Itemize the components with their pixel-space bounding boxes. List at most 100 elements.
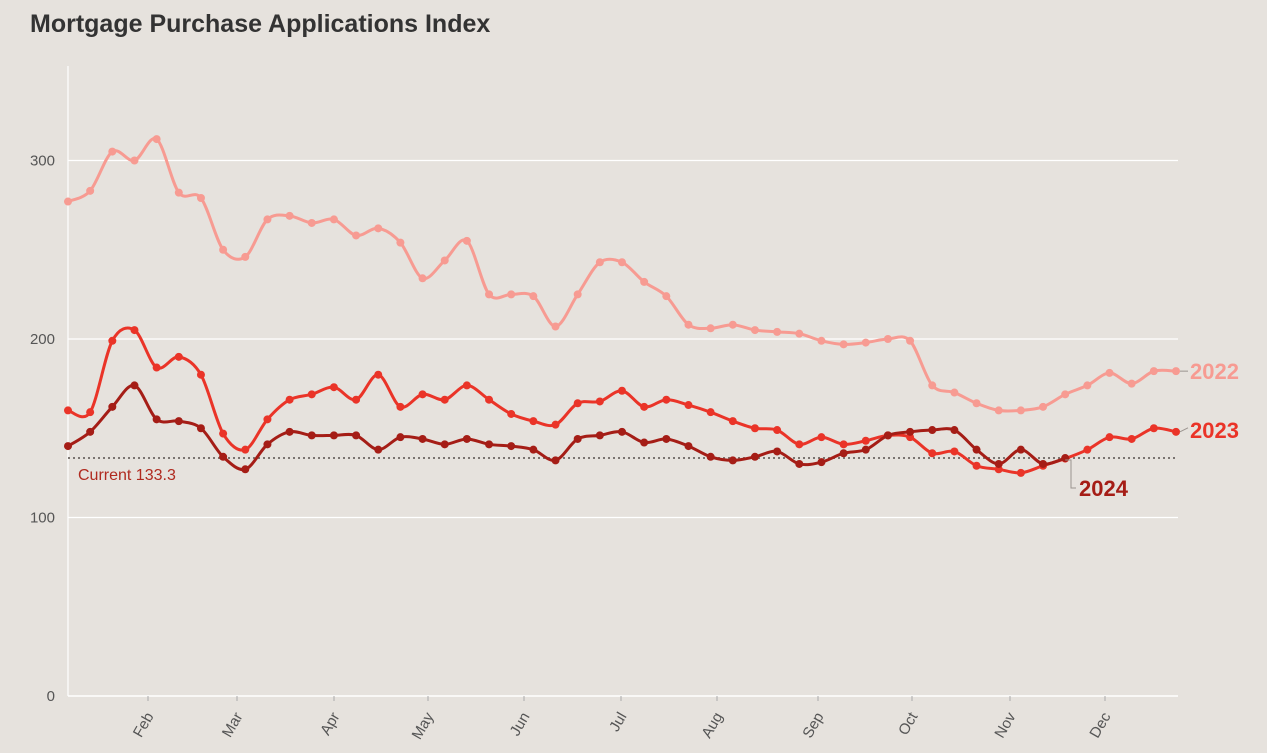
data-point [1083,445,1092,454]
data-point [906,336,915,345]
data-point [130,326,139,335]
data-point [573,434,582,443]
data-point [1061,454,1070,463]
data-point [307,390,316,399]
data-point [529,417,538,426]
data-point [595,397,604,406]
data-point [906,427,915,436]
x-tick-label: May [409,709,438,742]
data-point [950,388,959,397]
data-point [1061,390,1070,399]
data-point [595,258,604,267]
data-point [241,465,250,474]
data-point [241,445,250,454]
data-point [839,449,848,458]
x-tick-label: Apr [317,709,343,738]
data-point [462,434,471,443]
data-point [219,245,228,254]
data-point [219,429,228,438]
series-line-2024 [67,383,1066,472]
data-point [773,447,782,456]
data-point [485,290,494,299]
data-point [551,322,560,331]
data-point [640,277,649,286]
data-point [64,442,72,451]
series-2022 [64,135,1180,415]
data-point [795,459,804,468]
data-point [396,402,405,411]
data-point [507,409,516,418]
data-point [462,236,471,245]
x-tick-label: Sep [799,710,827,742]
data-point [662,434,671,443]
data-point [241,252,250,261]
data-point [174,352,183,361]
data-point [928,381,937,390]
data-point [861,445,870,454]
data-point [263,215,272,224]
data-point [595,431,604,440]
data-point [1105,368,1114,377]
data-point [374,224,383,233]
data-point [618,386,626,395]
data-point [839,440,848,449]
chart-title: Mortgage Purchase Applications Index [30,10,490,38]
data-point [329,383,338,392]
data-point [196,370,205,379]
data-point [307,218,316,227]
data-point [108,147,117,156]
data-point [662,395,671,404]
data-point [307,431,316,440]
data-point [1083,381,1092,390]
data-point [773,327,782,336]
series-label-2024: 2024 [1079,476,1129,501]
data-point [440,256,449,265]
data-point [485,440,494,449]
data-point [750,452,759,461]
data-point [285,427,294,436]
data-point [573,399,582,408]
data-point [396,238,405,247]
data-point [861,338,870,347]
data-point [972,445,981,454]
data-point [86,408,95,417]
data-point [795,440,804,449]
series-lines [64,135,1180,477]
y-tick-label: 100 [30,510,55,527]
data-point [174,188,183,197]
data-point [728,320,737,329]
data-point [1149,424,1158,433]
data-point [551,420,560,429]
data-point [174,417,183,426]
data-point [263,415,272,424]
data-point [1039,402,1048,411]
data-point [994,459,1003,468]
data-point [817,336,826,345]
data-point [352,395,361,404]
data-point [1016,406,1025,415]
data-point [1149,367,1158,376]
leader-line-2024 [1065,459,1076,489]
data-point [352,431,361,440]
data-point [485,395,494,404]
data-point [706,452,715,461]
data-point [1016,468,1025,477]
data-point [706,324,715,333]
data-point [1127,434,1136,443]
data-point [130,156,139,165]
data-point [1172,427,1180,436]
y-tick-label: 0 [47,688,55,705]
data-point [1127,379,1136,388]
data-point [618,258,626,267]
data-point [108,336,117,345]
data-point [263,440,272,449]
data-point [86,427,95,436]
current-reference-line: Current 133.3 [68,457,1178,484]
data-point [64,197,72,206]
data-point [374,445,383,454]
data-point [773,426,782,435]
data-point [817,433,826,442]
data-point [1172,367,1180,376]
data-point [108,402,117,411]
data-point [418,390,427,399]
